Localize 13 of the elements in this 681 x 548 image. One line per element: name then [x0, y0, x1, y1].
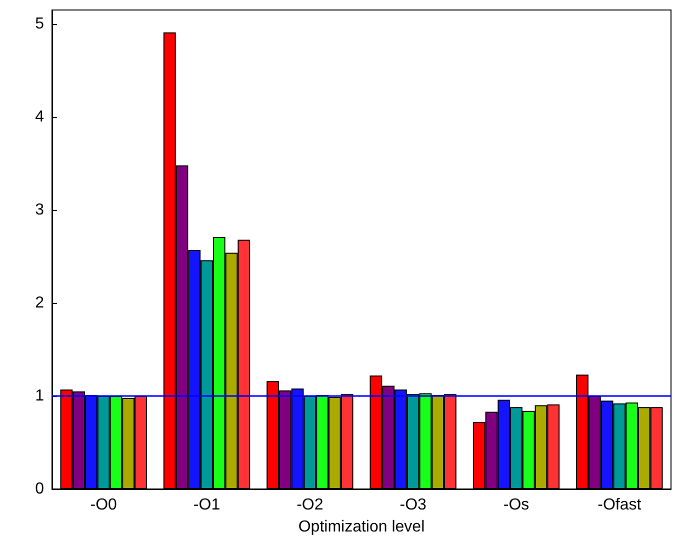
x-tick-label: -O3 [400, 496, 427, 514]
x-tick-label: -Os [503, 496, 530, 514]
y-tick-label: 2 [35, 294, 44, 312]
x-tick-label: -Ofast [598, 496, 642, 514]
x-tick-label: -O0 [90, 496, 118, 514]
y-tick-label: 4 [35, 108, 44, 126]
y-tick-label: 1 [35, 387, 44, 404]
y-tick-label: 0 [35, 480, 44, 498]
x-tick-label: -O2 [296, 496, 324, 514]
y-tick-label: 5 [35, 15, 44, 32]
y-tick-label: 3 [35, 201, 44, 218]
x-axis-title: Optimization level [298, 518, 425, 536]
x-tick-label: -O1 [193, 496, 220, 514]
